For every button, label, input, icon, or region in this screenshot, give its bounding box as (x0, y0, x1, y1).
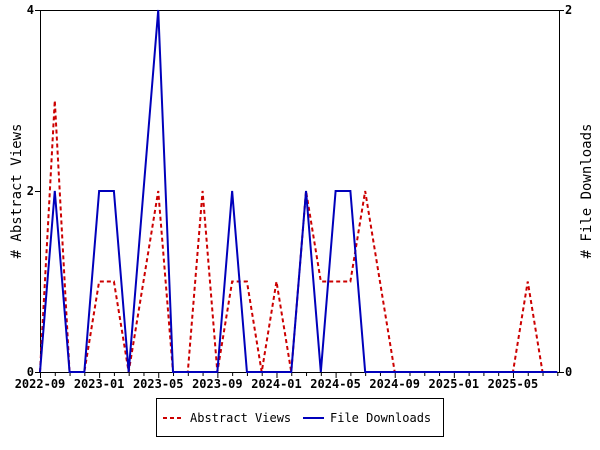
x-tick-label: 2025-05 (488, 377, 539, 391)
x-tick-label: 2025-01 (429, 377, 480, 391)
legend-label-views: Abstract Views (190, 411, 291, 425)
x-tick-label: 2023-09 (192, 377, 243, 391)
y-tick-label: 0 (27, 365, 34, 379)
x-tick-label: 2024-09 (369, 377, 420, 391)
legend-label-downloads: File Downloads (330, 411, 431, 425)
y2-axis-title: # File Downloads (579, 124, 595, 259)
x-tick-label: 2023-05 (133, 377, 184, 391)
plot-frame (40, 10, 560, 373)
y-tick-label: 2 (27, 184, 34, 198)
y2-tick-label: 2 (565, 3, 572, 17)
y-tick-label: 4 (27, 3, 34, 17)
y2-tick-label: 0 (565, 365, 572, 379)
x-tick-label: 2022-09 (15, 377, 66, 391)
legend-box (156, 398, 444, 437)
legend: Abstract Views File Downloads (156, 398, 444, 437)
series-line-file-downloads (39, 9, 558, 373)
plot-area: 2022-09 2023-01 2023-05 2023-09 2024-01 2024-… (15, 3, 573, 391)
x-tick-label: 2024-01 (251, 377, 302, 391)
x-tick-label: 2023-01 (74, 377, 125, 391)
x-tick-label: 2024-05 (310, 377, 361, 391)
y-axis-title: # Abstract Views (9, 124, 25, 259)
